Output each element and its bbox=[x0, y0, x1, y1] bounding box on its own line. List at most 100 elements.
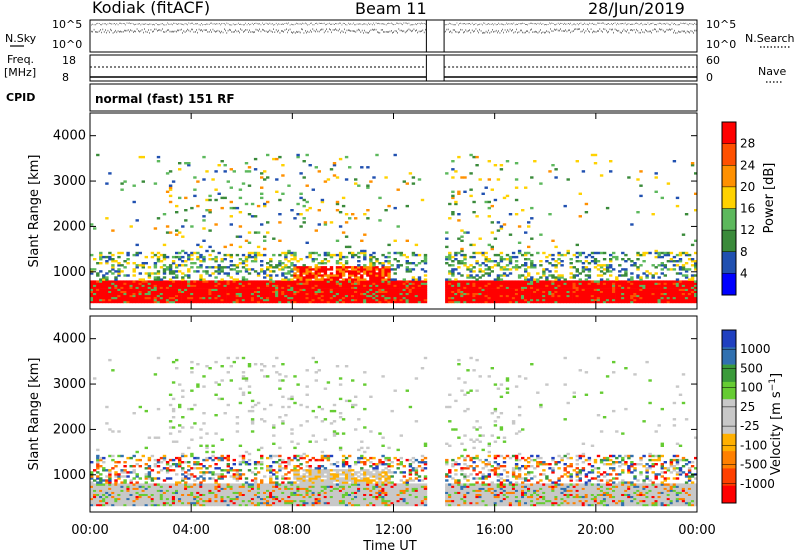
heatmap-cell bbox=[202, 489, 206, 492]
heatmap-cell bbox=[487, 200, 491, 204]
heatmap-cell bbox=[132, 471, 136, 474]
heatmap-cell bbox=[369, 280, 373, 283]
heatmap-cell bbox=[247, 497, 252, 501]
heatmap-cell bbox=[123, 294, 127, 298]
heatmap-cell bbox=[250, 420, 255, 423]
heatmap-cell bbox=[196, 503, 200, 507]
heatmap-cell bbox=[326, 251, 331, 255]
heatmap-cell bbox=[266, 266, 270, 269]
heatmap-cell bbox=[247, 487, 252, 490]
heatmap-cell bbox=[457, 219, 461, 222]
heatmap-cell bbox=[308, 266, 312, 269]
heatmap-cell bbox=[505, 290, 510, 293]
heatmap-cell bbox=[241, 495, 246, 499]
heatmap-cell bbox=[156, 276, 161, 279]
heatmap-cell bbox=[548, 253, 552, 257]
heatmap-cell bbox=[102, 255, 106, 259]
heatmap-cell bbox=[393, 239, 397, 242]
heatmap-cell bbox=[281, 300, 285, 304]
heatmap-cell bbox=[605, 278, 610, 281]
heatmap-cell bbox=[153, 483, 158, 486]
heatmap-cell bbox=[114, 282, 118, 285]
heatmap-cell bbox=[247, 365, 252, 368]
heatmap-cell bbox=[299, 192, 303, 195]
heatmap-cell bbox=[369, 288, 373, 291]
heatmap-cell bbox=[481, 288, 485, 291]
heatmap-cell bbox=[478, 294, 482, 298]
heatmap-cell bbox=[214, 432, 218, 435]
heatmap-cell bbox=[162, 272, 167, 275]
heatmap-cell bbox=[178, 270, 182, 273]
heatmap-cell bbox=[490, 298, 494, 302]
heatmap-cell bbox=[648, 280, 652, 283]
heatmap-cell bbox=[238, 286, 243, 289]
heatmap-cell bbox=[694, 290, 698, 293]
heatmap-cell bbox=[654, 280, 658, 283]
heatmap-cell bbox=[596, 268, 601, 271]
heatmap-cell bbox=[569, 282, 573, 285]
heatmap-cell bbox=[590, 290, 595, 293]
heatmap-cell bbox=[338, 288, 343, 291]
heatmap-cell bbox=[256, 401, 261, 405]
noise-panel: N.Sky 10^5 10^0 10^5 10^0 N.Search bbox=[5, 18, 795, 53]
heatmap-cell bbox=[469, 282, 473, 285]
heatmap-cell bbox=[162, 243, 167, 247]
heatmap-cell bbox=[490, 284, 494, 287]
heatmap-cell bbox=[181, 264, 185, 267]
heatmap-cell bbox=[621, 300, 625, 304]
heatmap-cell bbox=[399, 290, 403, 293]
heatmap-cell bbox=[150, 255, 155, 259]
heatmap-cell bbox=[338, 294, 343, 298]
heatmap-cell bbox=[369, 292, 373, 296]
heatmap-cell bbox=[354, 182, 358, 185]
heatmap-cell bbox=[387, 266, 391, 269]
heatmap-cell bbox=[690, 286, 695, 289]
heatmap-cell bbox=[171, 262, 176, 265]
heatmap-cell bbox=[193, 296, 197, 300]
heatmap-cell bbox=[651, 284, 655, 287]
heatmap-cell bbox=[308, 274, 312, 277]
heatmap-cell bbox=[545, 300, 549, 304]
heatmap-cell bbox=[663, 288, 667, 291]
heatmap-cell bbox=[290, 481, 294, 484]
heatmap-cell bbox=[93, 227, 97, 230]
heatmap-cell bbox=[217, 284, 221, 287]
heatmap-cell bbox=[557, 298, 561, 302]
heatmap-cell bbox=[202, 503, 206, 507]
heatmap-cell bbox=[363, 233, 367, 236]
heatmap-cell bbox=[138, 282, 142, 285]
heatmap-cell bbox=[296, 479, 300, 482]
power-colorbar-swatch bbox=[722, 186, 736, 209]
heatmap-cell bbox=[229, 467, 233, 470]
heatmap-cell bbox=[457, 213, 461, 216]
heatmap-cell bbox=[153, 436, 158, 439]
heatmap-cell bbox=[527, 274, 531, 277]
heatmap-cell bbox=[150, 497, 155, 501]
heatmap-cell bbox=[335, 284, 340, 287]
heatmap-cell bbox=[96, 487, 100, 490]
heatmap-cell bbox=[299, 258, 303, 261]
heatmap-cell bbox=[560, 284, 564, 287]
heatmap-cell bbox=[448, 292, 452, 296]
heatmap-cell bbox=[466, 268, 470, 271]
heatmap-cell bbox=[272, 489, 276, 492]
heatmap-cell bbox=[411, 282, 416, 285]
heatmap-cell bbox=[193, 300, 197, 304]
heatmap-cell bbox=[281, 467, 285, 470]
heatmap-cell bbox=[114, 465, 118, 468]
heatmap-cell bbox=[675, 272, 680, 275]
heatmap-cell bbox=[566, 294, 570, 298]
heatmap-cell bbox=[581, 282, 586, 285]
heatmap-cell bbox=[211, 296, 215, 300]
heatmap-cell bbox=[499, 300, 504, 304]
heatmap-cell bbox=[411, 294, 416, 298]
heatmap-cell bbox=[202, 499, 206, 503]
heatmap-cell bbox=[181, 282, 185, 285]
heatmap-cell bbox=[202, 296, 206, 300]
heatmap-cell bbox=[132, 290, 136, 293]
heatmap-cell bbox=[372, 268, 376, 271]
heatmap-cell bbox=[496, 221, 501, 224]
heatmap-cell bbox=[487, 292, 491, 296]
heatmap-cell bbox=[171, 440, 176, 443]
heatmap-cell bbox=[563, 288, 567, 291]
